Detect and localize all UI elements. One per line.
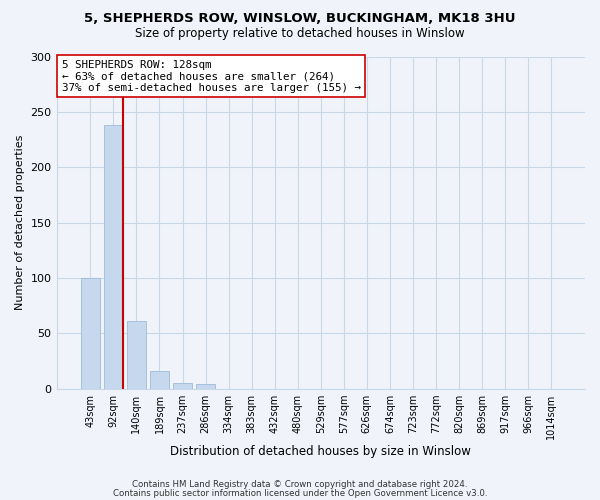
Y-axis label: Number of detached properties: Number of detached properties xyxy=(15,135,25,310)
Bar xyxy=(104,125,123,389)
Bar xyxy=(80,278,100,389)
Text: Contains HM Land Registry data © Crown copyright and database right 2024.: Contains HM Land Registry data © Crown c… xyxy=(132,480,468,489)
Bar xyxy=(196,384,215,389)
Text: 5 SHEPHERDS ROW: 128sqm
← 63% of detached houses are smaller (264)
37% of semi-d: 5 SHEPHERDS ROW: 128sqm ← 63% of detache… xyxy=(62,60,361,93)
Text: Contains public sector information licensed under the Open Government Licence v3: Contains public sector information licen… xyxy=(113,488,487,498)
Bar xyxy=(173,384,193,389)
Text: 5, SHEPHERDS ROW, WINSLOW, BUCKINGHAM, MK18 3HU: 5, SHEPHERDS ROW, WINSLOW, BUCKINGHAM, M… xyxy=(84,12,516,26)
Text: Size of property relative to detached houses in Winslow: Size of property relative to detached ho… xyxy=(135,28,465,40)
X-axis label: Distribution of detached houses by size in Winslow: Distribution of detached houses by size … xyxy=(170,444,471,458)
Bar xyxy=(149,371,169,389)
Bar xyxy=(127,322,146,389)
